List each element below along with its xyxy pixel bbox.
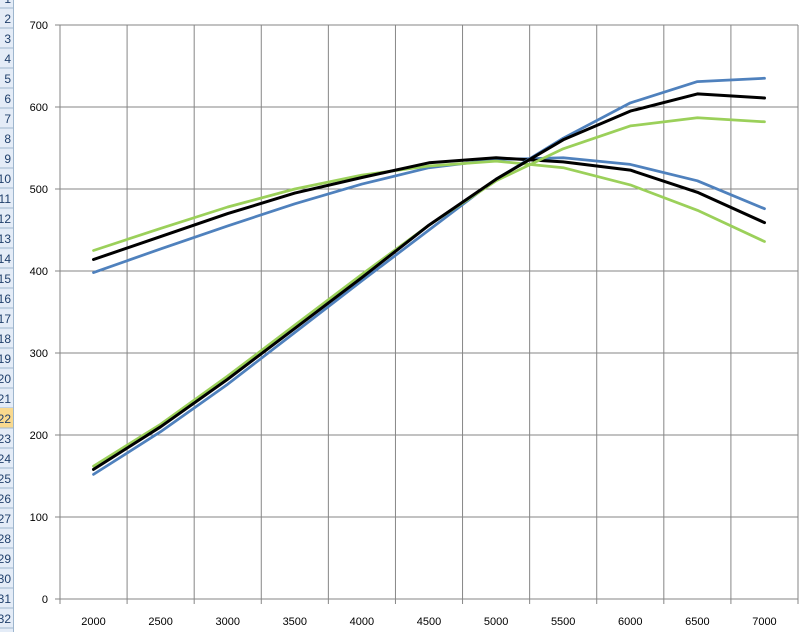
gridlines (59, 24, 799, 600)
row-number[interactable]: 22 (0, 412, 11, 426)
x-tick-label: 5000 (484, 616, 508, 628)
y-tick-label: 0 (42, 594, 48, 606)
row-number[interactable]: 24 (0, 452, 11, 466)
row-number[interactable]: 14 (0, 252, 11, 266)
row-number[interactable]: 6 (4, 92, 11, 106)
row-number[interactable]: 1 (4, 0, 11, 6)
y-tick-label: 400 (30, 266, 48, 278)
row-number[interactable]: 31 (0, 592, 11, 606)
x-tick-label: 4500 (417, 616, 441, 628)
x-tick-label: 3500 (283, 616, 307, 628)
series-line-1[interactable] (92, 156, 766, 274)
series-line-2[interactable] (92, 159, 766, 252)
row-number[interactable]: 12 (0, 212, 11, 226)
y-tick-label: 600 (30, 102, 48, 114)
row-number[interactable]: 10 (0, 172, 11, 186)
x-tick-label: 2000 (81, 616, 105, 628)
x-tick-label: 6500 (685, 616, 709, 628)
selected-row-header[interactable] (0, 408, 13, 428)
row-number[interactable]: 7 (4, 112, 11, 126)
row-number[interactable]: 32 (0, 612, 11, 626)
x-tick-label: 6000 (618, 616, 642, 628)
x-tick-label: 4000 (350, 616, 374, 628)
row-number[interactable]: 8 (4, 132, 11, 146)
row-number[interactable]: 4 (4, 52, 11, 66)
row-number[interactable]: 19 (0, 352, 11, 366)
y-tick-label: 300 (30, 348, 48, 360)
chart-area[interactable]: 0 100 200 300 400 500 600 700 2000 2500 3000 3500 40… (14, 8, 812, 632)
row-number[interactable]: 28 (0, 532, 11, 546)
series-line-3[interactable] (92, 156, 766, 261)
y-tick-label: 500 (30, 184, 48, 196)
row-number[interactable]: 15 (0, 272, 11, 286)
row-number[interactable]: 13 (0, 232, 11, 246)
x-tick-label: 2500 (148, 616, 172, 628)
y-tick-label: 700 (30, 20, 48, 32)
row-number[interactable]: 26 (0, 492, 11, 506)
row-number[interactable]: 20 (0, 372, 11, 386)
row-number[interactable]: 17 (0, 312, 11, 326)
row-number[interactable]: 18 (0, 332, 11, 346)
row-number[interactable]: 30 (0, 572, 11, 586)
x-tick-label: 7000 (752, 616, 776, 628)
row-number[interactable]: 21 (0, 392, 11, 406)
row-number[interactable]: 27 (0, 512, 11, 526)
x-tick-label: 3000 (215, 616, 239, 628)
x-tick-label: 5500 (551, 616, 575, 628)
series-line-6[interactable] (92, 92, 766, 471)
row-headers: 1234567891011121314151617181920212223242… (0, 0, 14, 632)
row-number[interactable]: 16 (0, 292, 11, 306)
row-number[interactable]: 23 (0, 432, 11, 446)
row-number[interactable]: 25 (0, 472, 11, 486)
series-line-4[interactable] (92, 76, 766, 476)
row-number[interactable]: 3 (4, 32, 11, 46)
line-chart: 0 100 200 300 400 500 600 700 2000 2500 3000 3500 40… (30, 20, 799, 628)
row-number[interactable]: 2 (4, 12, 11, 26)
row-number[interactable]: 5 (4, 72, 11, 86)
row-number[interactable]: 11 (0, 192, 11, 206)
row-number[interactable]: 29 (0, 552, 11, 566)
y-tick-label: 200 (30, 430, 48, 442)
y-tick-label: 100 (30, 512, 48, 524)
row-number[interactable]: 9 (4, 152, 11, 166)
row-header-strip: 1234567891011121314151617181920212223242… (0, 0, 13, 629)
